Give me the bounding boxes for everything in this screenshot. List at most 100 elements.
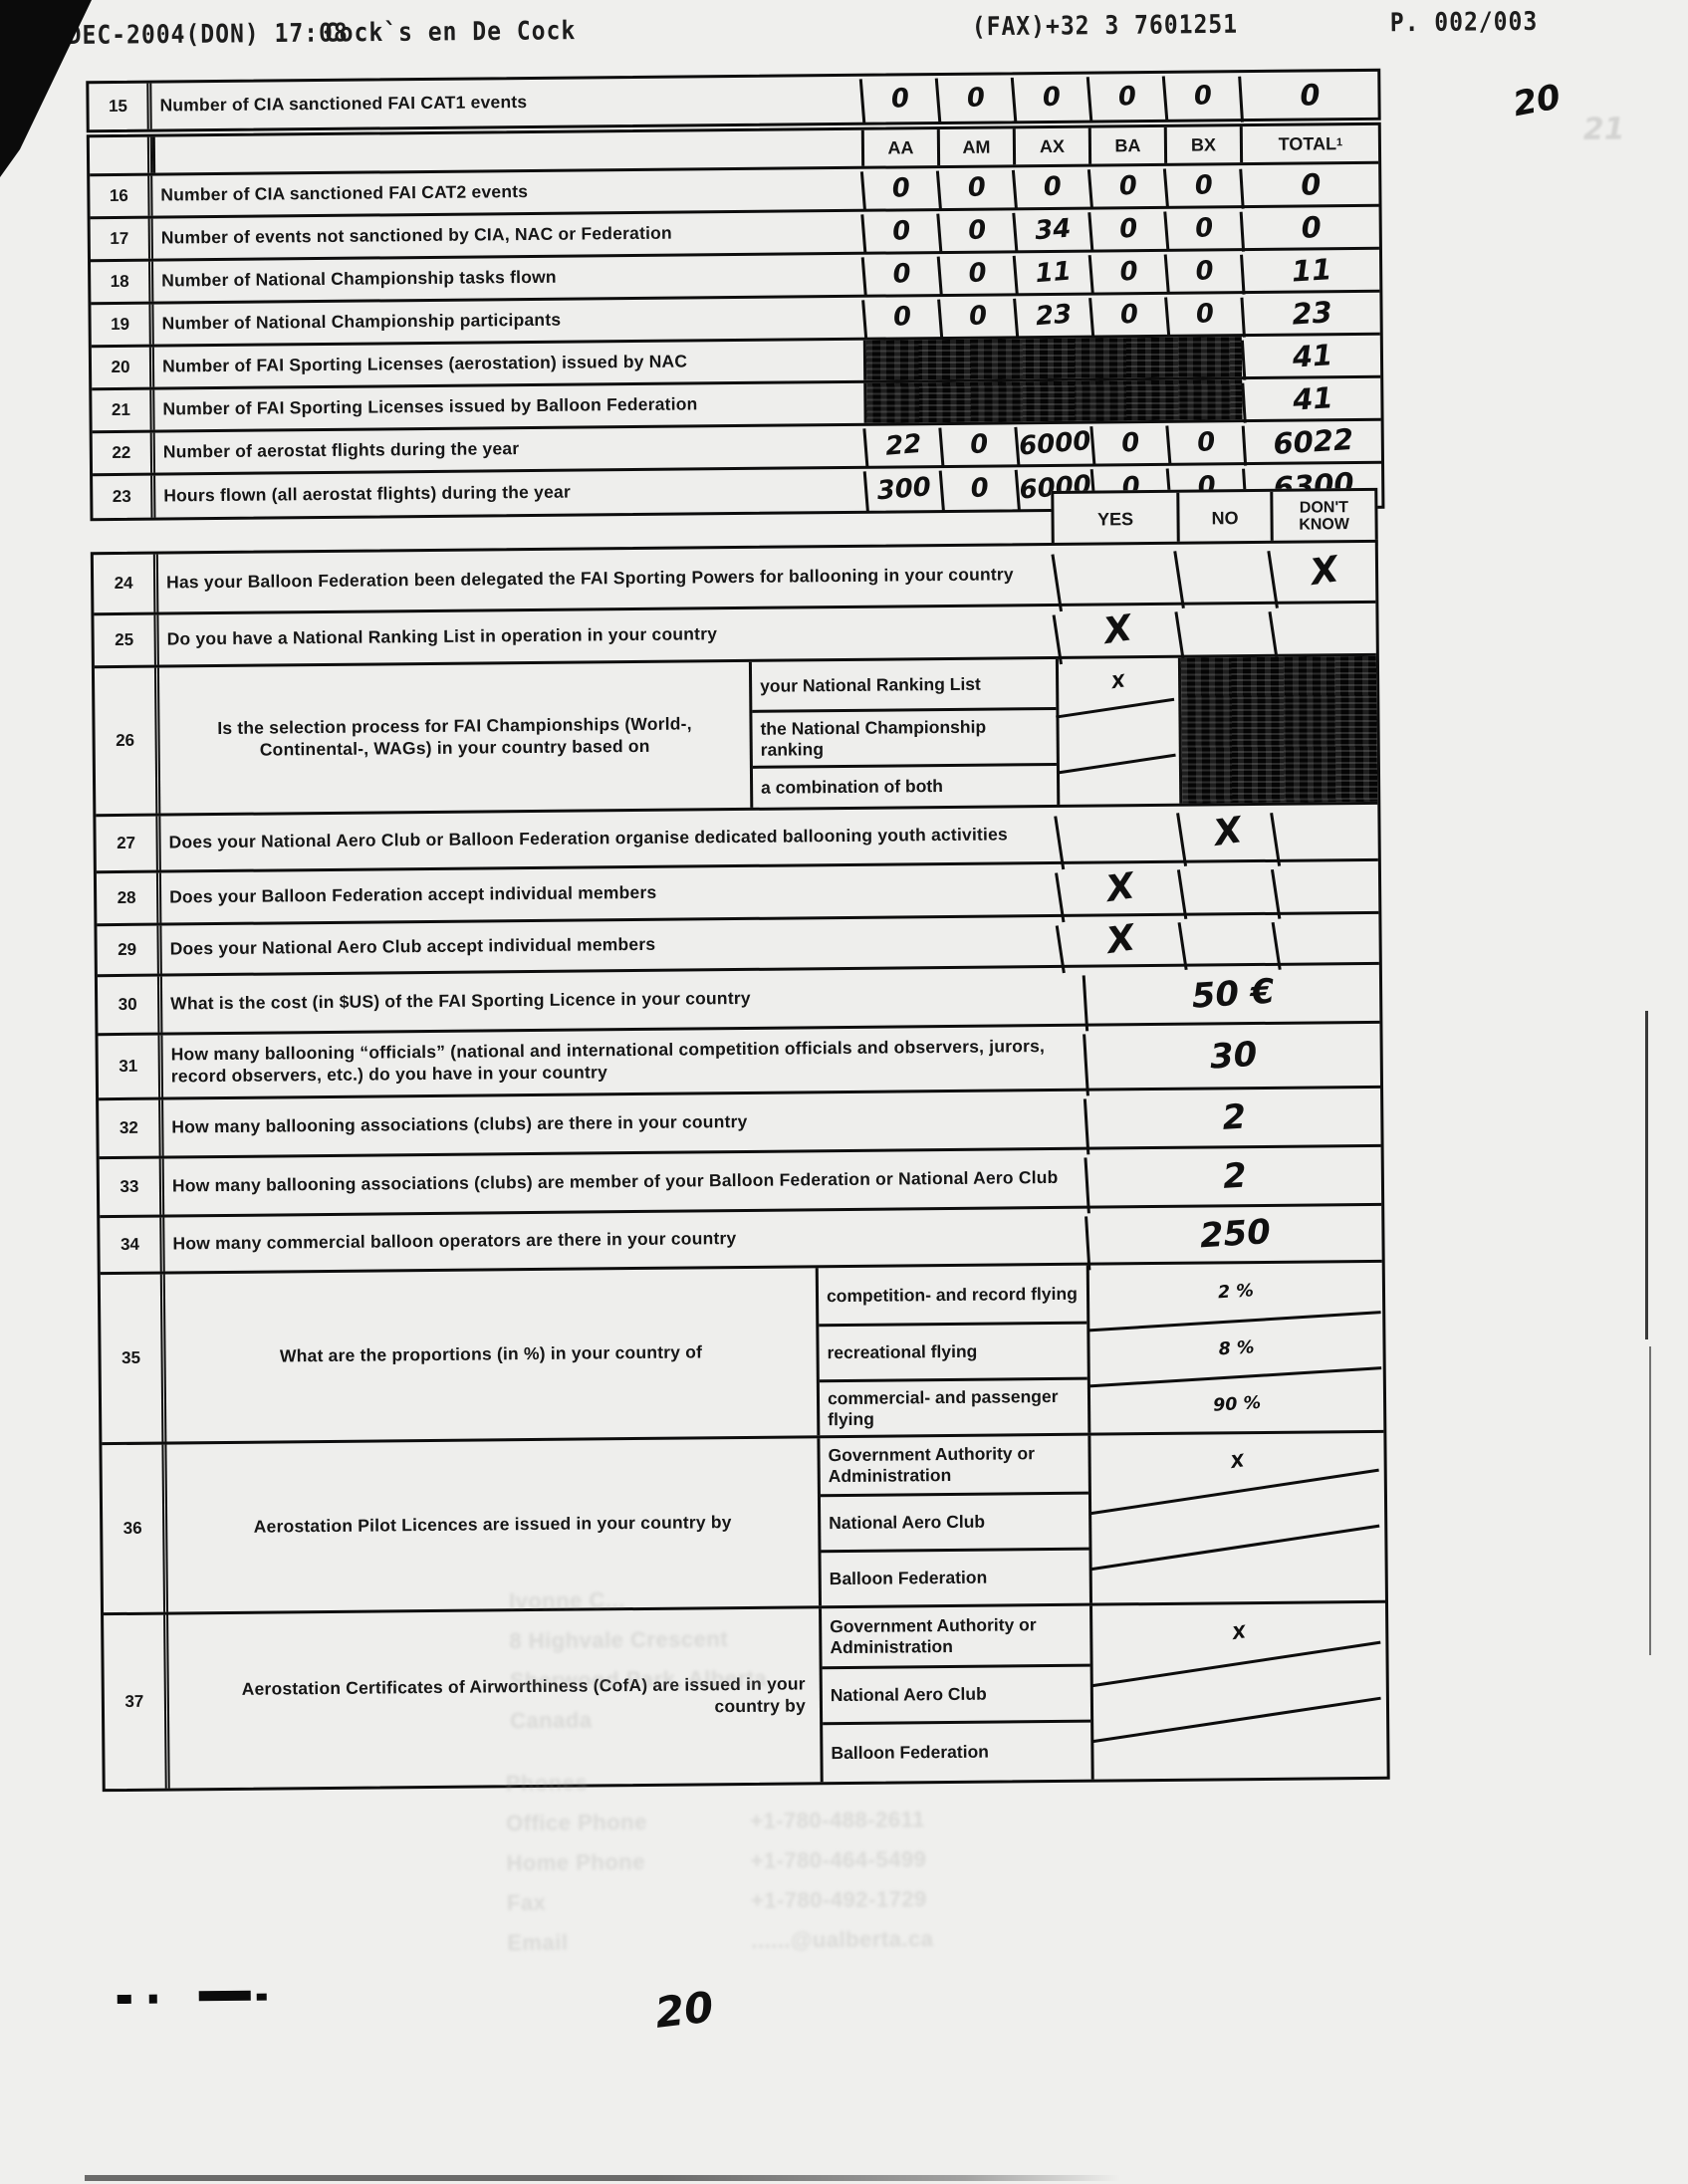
question-text: How many commercial balloon operators ar… [172, 1228, 737, 1254]
question-text: Number of National Championship particip… [161, 309, 562, 334]
sub-label: your National Ranking List [760, 673, 981, 696]
value-cell-bx: 0 [1161, 70, 1242, 122]
fax-header-sender: Cock`s en De Cock [324, 16, 577, 49]
header-spacer [89, 136, 153, 174]
value-cell-ba: 0 [1088, 292, 1168, 339]
value-cell-am: 0 [935, 164, 1015, 211]
question-text: Number of events not sanctioned by CIA, … [160, 222, 672, 248]
row-number: 35 [100, 1274, 167, 1443]
row-number: 19 [91, 304, 154, 346]
value-cell-ba: 0 [1087, 249, 1167, 296]
redacted-block [863, 379, 1243, 423]
question-text: Number of National Championship tasks fl… [161, 266, 557, 291]
table-row: 15 Number of CIA sanctioned FAI CAT1 eve… [89, 68, 1379, 130]
row-number: 29 [97, 925, 162, 975]
sub-label: competition- and record flying [826, 1283, 1078, 1306]
header-spacer [151, 129, 862, 173]
ghost-line: Canada [509, 1707, 593, 1734]
ghost-label: Phones [505, 1770, 589, 1797]
ghost-label: Email [507, 1929, 569, 1956]
total-cell: 0 [1239, 160, 1380, 209]
table-row: 31 How many ballooning “officials” (nati… [98, 1016, 1382, 1098]
mark-no [1173, 537, 1275, 608]
row-number: 28 [96, 872, 162, 924]
col-header-ba: BA [1087, 126, 1165, 164]
col-header-total: TOTAL 1 [1239, 124, 1379, 163]
total-cell: 41 [1240, 332, 1382, 380]
question-text: Hours flown (all aerostat flights) durin… [163, 481, 572, 506]
value-cell-ax: 23 [1013, 293, 1092, 339]
mark-no [1177, 908, 1278, 971]
value-cell-am: 0 [934, 72, 1015, 124]
question-text: How many ballooning associations (clubs)… [171, 1111, 748, 1137]
sub-label: recreational flying [819, 1321, 1087, 1380]
value-cell-ax: 34 [1012, 207, 1091, 253]
question-text: What is the cost (in $US) of the FAI Spo… [170, 987, 751, 1014]
value-cell-ax: 6000 [1014, 421, 1093, 467]
scan-edge-line [1645, 1011, 1648, 1339]
value-cell-ax: 0 [1010, 72, 1090, 123]
table-row: 24 Has your Balloon Federation been dele… [93, 535, 1379, 613]
value-cell-am: 0 [936, 207, 1016, 254]
question-text: Does your Balloon Federation accept indi… [169, 881, 657, 907]
row-number: 16 [90, 175, 153, 217]
value-cell-aa: 22 [862, 422, 942, 469]
value-cell-bx: 0 [1162, 162, 1242, 209]
row-number: 30 [97, 976, 163, 1034]
scan-artifact [256, 1993, 267, 2001]
col-header-am: AM [936, 128, 1014, 166]
sub-label-column: Government Authority or Administration N… [819, 1605, 1091, 1783]
row-number: 17 [90, 218, 153, 260]
row-number: 32 [99, 1099, 164, 1157]
table-row: 30 What is the cost (in $US) of the FAI … [97, 957, 1381, 1034]
ghost-line: Ivonne C... [508, 1587, 625, 1614]
value-cell-aa: 0 [861, 294, 941, 341]
value-cell-ba: 0 [1086, 163, 1166, 210]
sub-answer-column: 2 % 8 % 90 % [1085, 1262, 1385, 1441]
redacted-block [862, 337, 1243, 380]
col-header-bx: BX [1163, 126, 1241, 163]
scan-artifact [198, 1990, 251, 2002]
scan-artifact [117, 1994, 131, 2005]
question-text: How many ballooning associations (clubs)… [171, 1167, 1059, 1196]
events-table: AA AM AX BA BX TOTAL 1 16 Number of CIA s… [86, 121, 1385, 522]
table-row: 35 What are the proportions (in %) in yo… [100, 1259, 1385, 1443]
redacted-block [1177, 655, 1378, 804]
question-text: Number of aerostat flights during the ye… [162, 438, 520, 462]
total-cell: 41 [1241, 374, 1382, 423]
question-text: Has your Balloon Federation been delegat… [166, 564, 1014, 593]
row-number: 20 [91, 347, 155, 388]
total-cell: 0 [1239, 203, 1380, 252]
ghost-value: +1-780-492-1729 [750, 1886, 927, 1913]
ghost-value: +1-780-464-5499 [750, 1846, 927, 1873]
value-cell-ax: 0 [1011, 164, 1090, 210]
question-text: Does your National Aero Club accept indi… [169, 933, 656, 959]
value-cell-bx: 0 [1163, 205, 1243, 252]
sub-label: National Aero Club [822, 1663, 1091, 1723]
value-cell-aa: 0 [860, 251, 940, 298]
ghost-label: Office Phone [505, 1809, 647, 1836]
value-cell-bx: 0 [1165, 419, 1245, 466]
value-cell-am: 0 [938, 464, 1018, 513]
sub-label: the National Championship ranking [752, 706, 1057, 766]
row-number: 34 [100, 1217, 165, 1273]
table-row: 33 How many ballooning associations (clu… [99, 1139, 1383, 1216]
col-header-dont-know: DON'T KNOW [1270, 490, 1375, 544]
row-number: 33 [99, 1158, 165, 1216]
fax-header-page-counter: P. 002/003 [1389, 7, 1539, 39]
events-table-row15: 15 Number of CIA sanctioned FAI CAT1 eve… [86, 68, 1381, 133]
row-number: 36 [102, 1444, 169, 1613]
scan-artifact [148, 1994, 157, 2004]
ghost-label: Fax [506, 1889, 547, 1916]
row-number: 27 [96, 816, 161, 871]
col-header-ax: AX [1012, 127, 1089, 165]
fax-header-number: (FAX)+32 3 7601251 [971, 10, 1239, 43]
sub-label: a combination of both [752, 762, 1058, 808]
value-cell-aa: 0 [860, 208, 940, 255]
row-number: 26 [94, 667, 161, 815]
value-cell-aa: 0 [858, 73, 939, 125]
value-cell-am: 0 [937, 293, 1017, 340]
sub-label-column: competition- and record flying recreatio… [815, 1265, 1088, 1436]
value-cell-ba: 0 [1089, 420, 1169, 467]
